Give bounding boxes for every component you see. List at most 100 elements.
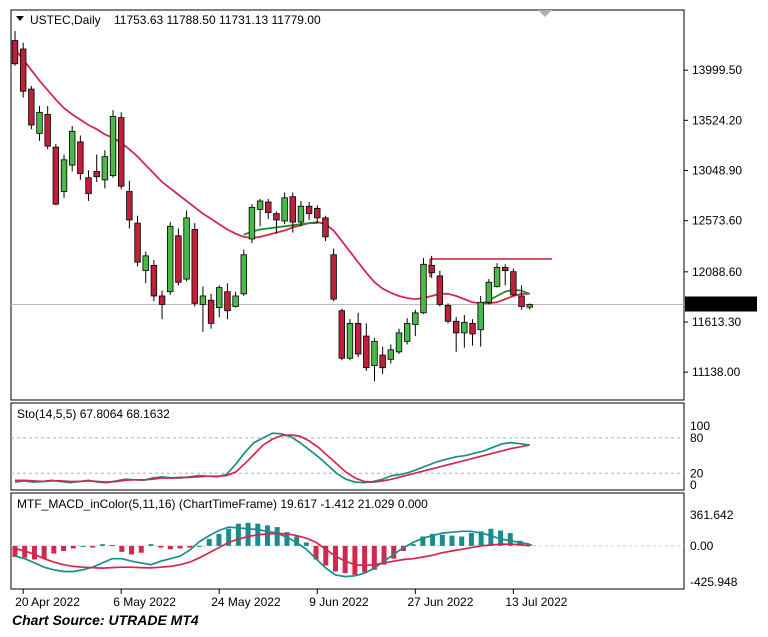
candle — [330, 254, 337, 300]
macd-histogram-bar — [362, 545, 368, 573]
macd-tick-label: -425.948 — [690, 575, 738, 589]
macd-histogram-bar — [31, 545, 37, 560]
macd-histogram-bar — [226, 528, 232, 546]
candle — [346, 322, 354, 359]
macd-histogram-bar — [430, 533, 436, 546]
candle — [314, 207, 321, 219]
macd-histogram-bar — [410, 544, 416, 546]
macd-panel-frame — [10, 492, 685, 590]
candle — [118, 117, 125, 187]
macd-histogram-bar — [517, 540, 523, 546]
candle — [289, 196, 296, 223]
macd-histogram-bar — [420, 536, 426, 546]
macd-histogram-bar — [187, 545, 193, 548]
macd-histogram-bar — [109, 545, 115, 547]
date-label: 24 May 2022 — [211, 595, 281, 609]
macd-histogram-bar — [274, 527, 280, 546]
macd-histogram-bar — [264, 525, 270, 546]
candle — [199, 295, 207, 305]
candle — [232, 295, 239, 307]
macd-histogram-bar — [284, 532, 290, 546]
candle — [77, 141, 84, 174]
candle — [68, 130, 76, 166]
candle — [93, 171, 100, 178]
candle — [150, 264, 158, 297]
macd-histogram-bar — [294, 536, 300, 546]
candle — [485, 281, 493, 303]
candle — [452, 320, 460, 334]
candle — [44, 114, 51, 147]
price-tick-label: 13999.50 — [692, 63, 742, 77]
date-label: 27 Jun 2022 — [407, 595, 473, 609]
candle — [387, 349, 395, 360]
macd-histogram-bar — [197, 545, 203, 547]
candle — [101, 156, 109, 181]
candle — [354, 322, 362, 355]
candle — [191, 229, 198, 304]
scroll-marker-icon[interactable] — [538, 10, 552, 17]
stoch-panel-frame — [10, 402, 685, 491]
macd-histogram-bar — [332, 545, 338, 572]
price-tick-label: 13524.20 — [692, 113, 742, 127]
price-tick-label: 12573.60 — [692, 214, 742, 228]
current-price-tag — [685, 296, 757, 312]
date-label: 13 Jul 2022 — [505, 595, 567, 609]
candle — [322, 217, 329, 238]
price-tick-label: 12088.60 — [692, 265, 742, 279]
candle — [158, 295, 166, 305]
candle — [167, 225, 174, 293]
macd-histogram-bar — [313, 545, 319, 560]
header-dropdown-icon[interactable] — [16, 16, 24, 21]
candle — [256, 200, 264, 210]
macd-histogram-bar — [527, 544, 533, 546]
price-tick-label: 13048.90 — [692, 163, 742, 177]
candle — [371, 340, 378, 367]
candle — [444, 305, 452, 322]
candle — [36, 111, 43, 134]
macd-header: MTF_MACD_inColor(5,11,16) (ChartTimeFram… — [17, 497, 428, 511]
stochastic-tick-label: 0 — [690, 478, 697, 492]
current-price-label: 11779.00 — [689, 298, 738, 312]
candle — [224, 291, 231, 312]
macd-histogram-bar — [206, 539, 212, 546]
price-tick-label: 11138.00 — [692, 365, 741, 379]
macd-histogram-bar — [449, 535, 455, 546]
macd-histogram-bar — [459, 536, 465, 546]
candle — [379, 354, 386, 369]
candle — [420, 263, 427, 314]
macd-histogram-bar — [119, 545, 125, 552]
ohlc-header: 11753.63 11788.50 11731.13 11779.00 — [114, 13, 321, 27]
candle — [216, 287, 223, 308]
candle — [52, 146, 60, 205]
candle — [85, 177, 92, 194]
candle — [297, 205, 305, 223]
macd-main-line — [14, 526, 530, 578]
candle — [28, 88, 35, 126]
candle — [265, 201, 272, 213]
macd-histogram-bar — [80, 545, 86, 547]
stochastic-tick-label: 20 — [690, 466, 704, 480]
macd-histogram-bar — [323, 545, 329, 566]
macd-histogram-bar — [371, 545, 377, 570]
stochastic-signal-line — [15, 434, 530, 483]
macd-histogram-bar — [167, 545, 173, 550]
candle — [281, 197, 288, 222]
macd-histogram-bar — [245, 522, 251, 546]
macd-histogram-bar — [235, 523, 241, 546]
macd-histogram-bar — [61, 545, 67, 551]
candle — [469, 322, 476, 335]
candle — [273, 213, 280, 221]
candle — [248, 206, 256, 240]
candle — [305, 205, 313, 215]
macd-histogram-bar — [439, 534, 445, 546]
macd-histogram-bar — [216, 533, 222, 546]
candle — [412, 312, 419, 325]
candle — [183, 217, 190, 280]
candle — [19, 48, 27, 92]
chart-source-note: Chart Source: UTRADE MT4 — [12, 612, 199, 628]
candle — [363, 335, 370, 369]
macd-histogram-bar — [342, 545, 348, 574]
candle — [338, 310, 345, 359]
stochastic-tick-label: 80 — [690, 431, 704, 445]
macd-histogram-bar — [468, 533, 474, 546]
